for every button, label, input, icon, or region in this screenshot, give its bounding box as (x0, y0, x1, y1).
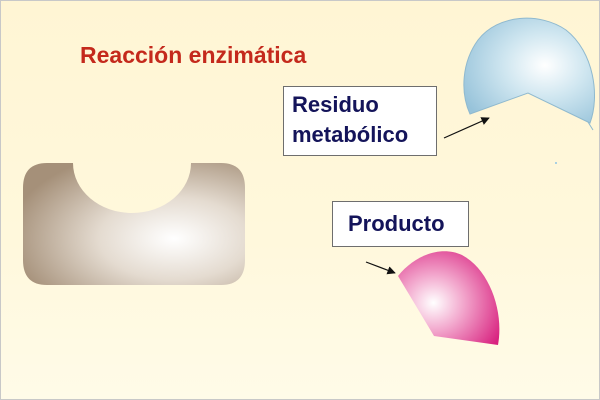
metabolic-residue-shape (463, 17, 595, 124)
metabolic-residue-label-line1: Residuo (292, 92, 379, 117)
arrow-to-product (365, 261, 396, 275)
residue-speck (555, 162, 557, 164)
product-shape (398, 251, 500, 345)
metabolic-residue-label-line2: metabólico (292, 122, 409, 147)
metabolic-residue-label-box: Residuo metabólico (283, 86, 437, 156)
product-label-box: Producto (332, 201, 469, 247)
arrow-to-residue (443, 117, 490, 139)
enzyme-shape (23, 163, 245, 285)
diagram-title: Reacción enzimática (80, 42, 307, 68)
product-label: Producto (348, 211, 445, 236)
residue-tail (587, 121, 594, 131)
